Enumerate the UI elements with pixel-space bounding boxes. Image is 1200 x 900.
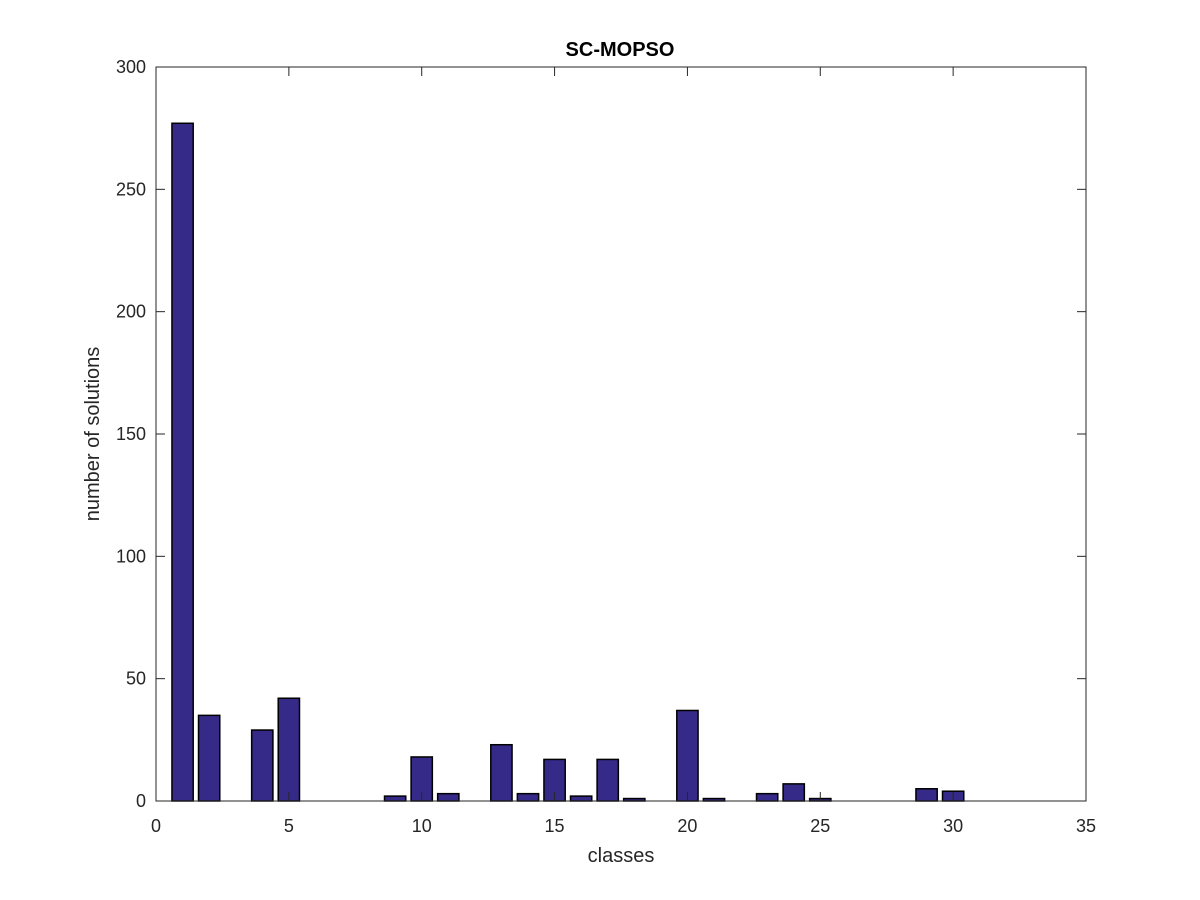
bar-class-13 — [490, 743, 513, 802]
bar-class-2 — [197, 714, 221, 802]
x-tick-label: 5 — [284, 816, 294, 836]
bar-class-14 — [516, 792, 540, 802]
bar-class-4 — [250, 729, 274, 802]
y-axis-label: number of solutions — [82, 347, 104, 522]
bars-group — [171, 122, 965, 802]
bar-class-24 — [782, 783, 806, 802]
bar-class-9 — [383, 795, 407, 802]
x-tick-label: 30 — [943, 816, 963, 836]
ticks-group: 0 5 10 15 20 25 30 35 0 50 100 150 200 250 300 — [116, 57, 1096, 836]
bar-class-23 — [755, 792, 779, 802]
x-tick-label: 0 — [151, 816, 161, 836]
y-tick-label: 250 — [116, 179, 146, 199]
x-tick-label: 25 — [810, 816, 830, 836]
bar-class-5 — [277, 697, 301, 802]
bar-class-20 — [676, 709, 699, 802]
bar-class-29 — [915, 788, 938, 802]
x-tick-label: 20 — [677, 816, 697, 836]
x-tick-label: 15 — [545, 816, 565, 836]
y-tick-label: 100 — [116, 546, 146, 566]
bar-class-17 — [596, 758, 620, 802]
y-tick-label: 150 — [116, 424, 146, 444]
x-tick-label: 35 — [1076, 816, 1096, 836]
y-tick-label: 0 — [136, 791, 146, 811]
x-tick-label: 10 — [412, 816, 432, 836]
axes-box — [155, 66, 1087, 802]
y-tick-label: 50 — [126, 669, 146, 689]
bar-class-16 — [569, 795, 593, 802]
chart-title: SC-MOPSO — [566, 39, 675, 61]
bar-class-1 — [171, 122, 194, 802]
y-tick-label: 300 — [116, 57, 146, 77]
y-tick-label: 200 — [116, 302, 146, 322]
bar-class-11 — [436, 792, 460, 802]
x-axis-label: classes — [588, 845, 655, 867]
